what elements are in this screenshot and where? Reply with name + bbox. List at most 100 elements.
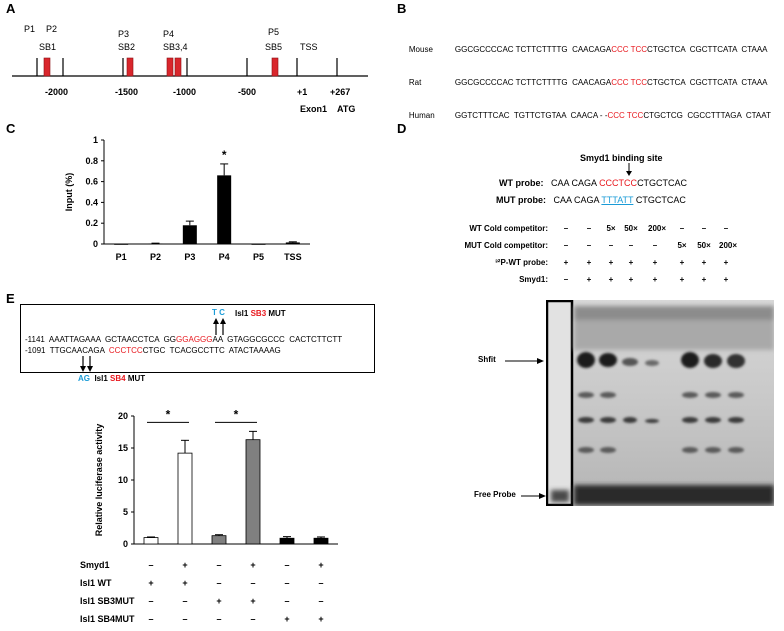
bar-3	[211, 535, 227, 545]
sb3-arrows-icon	[213, 318, 226, 335]
luciferase-condition-row: Isl1 SB4MUT – – – – + +	[80, 614, 350, 628]
emsa-row: ³²P-WT probe: + + + + + + + +	[400, 258, 784, 272]
free-probe-label: Free Probe	[474, 490, 516, 499]
y-tick-label: 0.6	[85, 177, 98, 187]
emsa-cell: –	[628, 241, 634, 250]
condition-cell: –	[216, 614, 222, 624]
bar-P1	[114, 244, 129, 245]
luciferase-chart: 0 5 10 15 20 Relative luciferase activity * *	[94, 408, 338, 549]
emsa-cell: 200×	[648, 224, 667, 233]
emsa-cell: +	[679, 275, 685, 284]
emsa-cell: +	[723, 258, 729, 267]
x-tick-label: P5	[253, 252, 264, 262]
primer-p5: P5	[268, 27, 279, 37]
sb4-mut-label: AG Isl1 SB4 MUT	[78, 374, 146, 383]
site-sb2: SB2	[118, 42, 135, 52]
emsa-cell: –	[563, 275, 569, 284]
emsa-cell: +	[723, 275, 729, 284]
sb1-box	[43, 57, 51, 77]
mut-pre: CAA CAGA	[553, 195, 600, 205]
emsa-cell: –	[586, 224, 592, 233]
significance-star: *	[166, 408, 171, 421]
alignment: Mouse GGCGCCCCAC TCTTCTTTTG CAACAGACCC TC…	[400, 33, 771, 132]
y-axis-label: Relative luciferase activity	[94, 424, 104, 537]
position-labels: -2000 -1500 -1000 -500 +1 +267 Exon1 ATG	[45, 87, 355, 114]
bar-TSS	[285, 242, 300, 244]
condition-cell: –	[182, 596, 188, 606]
condition-cell: +	[216, 596, 222, 606]
pos-minus2000: -2000	[45, 87, 68, 97]
primer-p2: P2	[46, 24, 57, 34]
emsa-cell: –	[563, 241, 569, 250]
emsa-cell: 50×	[624, 224, 638, 233]
emsa-cell: +	[608, 258, 614, 267]
panel-c-letter: C	[6, 121, 16, 136]
seq-pre: GGTCTTTCAC TGTTCTGTAA CAACA - -	[454, 111, 608, 120]
condition-label: Isl1 SB3MUT	[80, 596, 135, 606]
x-tick-label: P4	[219, 252, 230, 262]
condition-label: Isl1 WT	[80, 578, 112, 588]
seq-motif: CCC TCC	[607, 111, 644, 120]
sb4-sub-text: AG	[78, 374, 90, 383]
emsa-cell: 50×	[697, 241, 711, 250]
primer-p4: P4	[163, 29, 174, 39]
free-arrow-icon	[521, 493, 546, 499]
panel-a-letter: A	[6, 1, 16, 16]
pos-plus1: +1	[297, 87, 307, 97]
mut-motif: TTTATT	[601, 195, 634, 205]
sequence-box	[20, 304, 375, 373]
y-tick-label: 0.4	[85, 197, 98, 207]
y-tick-label: 20	[118, 411, 128, 421]
condition-cell: –	[284, 560, 290, 570]
shift-arrow-icon	[505, 358, 544, 364]
pos-minus500: -500	[238, 87, 256, 97]
exon1-label: Exon1	[300, 104, 327, 114]
emsa-cell: +	[586, 275, 592, 284]
condition-cell: +	[318, 614, 324, 624]
seq-motif: CCC TCC	[611, 45, 648, 54]
condition-cell: –	[250, 614, 256, 624]
condition-cell: –	[284, 596, 290, 606]
primer-p1: P1	[24, 24, 35, 34]
emsa-cell: +	[628, 275, 634, 284]
emsa-cell: +	[563, 258, 569, 267]
emsa-cell: –	[652, 241, 658, 250]
emsa-row: WT Cold competitor: – – 5× 50× 200× – – –	[400, 224, 784, 238]
y-tick-label: 5	[123, 507, 128, 517]
condition-cell: –	[284, 578, 290, 588]
mut-probe-label: MUT probe:	[496, 195, 546, 205]
sb5-box	[271, 57, 279, 77]
atg-label: ATG	[337, 104, 355, 114]
emsa-cell: –	[563, 224, 569, 233]
condition-label: Isl1 SB4MUT	[80, 614, 135, 624]
x-tick-label: P1	[116, 252, 127, 262]
y-tick-label: 1	[93, 135, 98, 145]
condition-cell: +	[148, 578, 154, 588]
condition-cell: –	[148, 560, 154, 570]
panel-d-letter: D	[397, 121, 407, 136]
emsa-cell: +	[628, 258, 634, 267]
emsa-cell: –	[701, 224, 707, 233]
condition-cell: –	[216, 578, 222, 588]
luciferase-condition-row: Isl1 WT + + – – – –	[80, 578, 350, 592]
bar-2	[177, 452, 193, 545]
wt-pre: CAA CAGA	[551, 178, 597, 188]
emsa-row-label: MUT Cold competitor:	[464, 241, 548, 250]
promoter-map: P1 P2 P3 P4 P5 SB1 SB2 SB3,4 SB5 TSS -20…	[12, 24, 368, 114]
shift-label: Shfit	[478, 355, 496, 364]
emsa-cell: +	[652, 258, 658, 267]
condition-cell: +	[182, 560, 188, 570]
bar-P2	[148, 243, 163, 245]
seq-line-2: -1091 TTGCAACAGA CCCTCCCTGC TCACGCCTTC A…	[25, 346, 281, 355]
wt-probe-label: WT probe:	[499, 178, 544, 188]
condition-cell: –	[148, 596, 154, 606]
pos-plus267: +267	[330, 87, 350, 97]
tss-label: TSS	[300, 42, 318, 52]
emsa-row-label: ³²P-WT probe:	[495, 258, 548, 267]
bar-4	[245, 439, 261, 545]
y-tick-label: 0.8	[85, 156, 98, 166]
site-sb3-4: SB3,4	[163, 42, 188, 52]
sb2-box	[126, 57, 134, 77]
sb4-arrows-icon	[80, 356, 93, 372]
emsa-cell: +	[608, 275, 614, 284]
